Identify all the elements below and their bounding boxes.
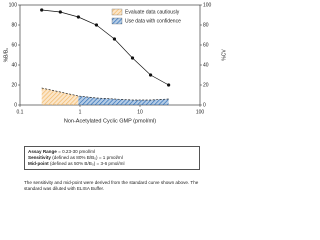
legend-swatch bbox=[111, 8, 123, 16]
y-tick-label: 0 bbox=[14, 102, 17, 108]
assay-notes: Assay Range = 0.23-30 pmol/ml Sensitivity… bbox=[24, 146, 200, 170]
x-tick-label: 0.1 bbox=[17, 109, 24, 115]
y2-tick-label: 40 bbox=[203, 62, 209, 68]
y-tick-label: 80 bbox=[11, 22, 17, 28]
x-axis-label: Non-Acetylated Cyclic GMP (pmol/ml) bbox=[64, 118, 156, 124]
data-point bbox=[130, 56, 135, 60]
y-tick-label: 100 bbox=[9, 2, 18, 8]
y-tick-label: 60 bbox=[11, 42, 17, 48]
y2-tick-label: 60 bbox=[203, 42, 209, 48]
note-label: Sensitivity bbox=[28, 155, 51, 160]
legend-label: Use data with confidence bbox=[125, 18, 181, 24]
cv-line bbox=[41, 87, 169, 101]
note-line: Assay Range = 0.23-30 pmol/ml bbox=[28, 149, 196, 155]
page: Non-Acetylated Cyclic GMP (pmol/ml) %B/B… bbox=[3, 2, 228, 191]
y-tick-label: 20 bbox=[11, 82, 17, 88]
y2-tick-label: 0 bbox=[203, 102, 206, 108]
y-axis-label: %B/B₀ bbox=[3, 48, 9, 63]
cv-region bbox=[78, 96, 169, 105]
legend-label: Evaluate data cautiously bbox=[125, 9, 180, 15]
footnote: The sensitivity and mid-point were deriv… bbox=[24, 180, 199, 191]
data-point bbox=[76, 15, 80, 19]
data-point bbox=[40, 8, 44, 12]
data-point bbox=[112, 37, 117, 41]
note-text: (defined as 80% B/B₀) = 1 pmol/ml bbox=[50, 155, 123, 160]
x-tick-label: 10 bbox=[137, 109, 143, 115]
y2-tick-label: 80 bbox=[203, 22, 209, 28]
note-text: = 0.23-30 pmol/ml bbox=[56, 149, 96, 154]
note-label: Mid-point bbox=[28, 161, 49, 166]
y2-axis-label: %CV bbox=[221, 49, 227, 61]
y2-tick-label: 20 bbox=[203, 82, 209, 88]
data-point bbox=[58, 10, 62, 14]
data-point bbox=[167, 83, 171, 87]
standard-curve bbox=[41, 9, 169, 86]
chart: Non-Acetylated Cyclic GMP (pmol/ml) %B/B… bbox=[3, 2, 227, 124]
data-point bbox=[148, 73, 153, 77]
y-tick-label: 40 bbox=[11, 62, 17, 68]
y2-tick-label: 100 bbox=[203, 2, 212, 8]
legend-swatch bbox=[111, 17, 123, 25]
data-point bbox=[94, 23, 99, 27]
x-tick-label: 1 bbox=[79, 109, 82, 115]
note-text: (defined as 50% B/B₀) = 3-6 pmol/ml bbox=[48, 161, 125, 166]
x-tick-label: 100 bbox=[196, 109, 205, 115]
cv-region bbox=[41, 88, 79, 105]
note-line: Mid-point (defined as 50% B/B₀) = 3-6 pm… bbox=[28, 161, 196, 167]
note-line: Sensitivity (defined as 80% B/B₀) = 1 pm… bbox=[28, 155, 196, 161]
note-label: Assay Range bbox=[28, 149, 57, 154]
